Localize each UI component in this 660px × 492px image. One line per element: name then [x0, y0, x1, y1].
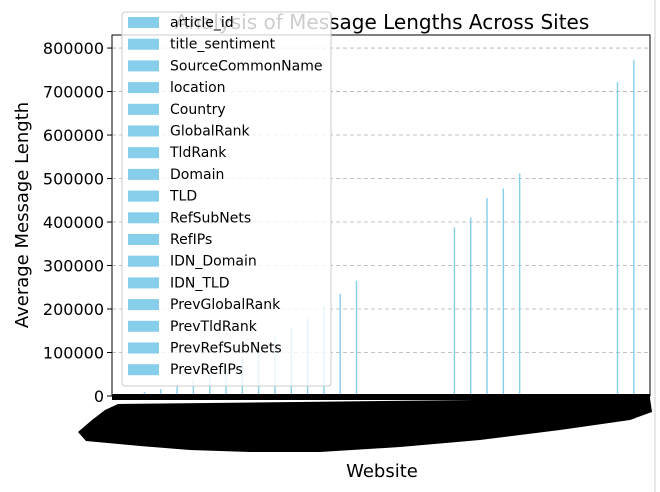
legend-label: PrevRefIPs — [170, 362, 243, 378]
legend-label: SourceCommonName — [170, 58, 322, 74]
legend-label: location — [170, 80, 226, 96]
bar — [518, 173, 521, 396]
legend-swatch — [128, 364, 159, 376]
legend-swatch — [128, 103, 159, 115]
y-tick-label: 100000 — [43, 344, 104, 363]
bar — [160, 389, 162, 396]
legend-label: PrevGlobalRank — [170, 297, 281, 313]
y-tick-label: 500000 — [43, 170, 104, 189]
legend-label: title_sentiment — [170, 37, 276, 53]
legend-swatch — [128, 277, 159, 289]
legend-label: TLD — [169, 189, 197, 205]
legend-label: Domain — [170, 167, 224, 183]
legend-swatch — [128, 190, 159, 202]
bar — [355, 280, 358, 396]
legend-swatch — [128, 38, 159, 50]
legend-label: PrevRefSubNets — [170, 341, 282, 357]
legend-label: RefIPs — [170, 232, 212, 248]
legend-swatch — [128, 147, 159, 159]
y-axis: 0 100000 200000 300000 400000 500000 600000 700… — [43, 39, 112, 406]
legend-swatch — [128, 212, 159, 224]
bar — [176, 385, 178, 396]
bar — [502, 188, 505, 396]
legend-swatch — [128, 168, 159, 180]
legend: article_id title_sentiment SourceCommonNam… — [121, 11, 332, 387]
y-tick-label: 700000 — [43, 83, 104, 102]
legend-label: PrevTldRank — [170, 319, 258, 335]
legend-label: GlobalRank — [170, 124, 251, 140]
legend-label: RefSubNets — [170, 210, 251, 226]
bar — [192, 379, 195, 396]
legend-swatch — [128, 342, 159, 354]
bar — [339, 293, 341, 396]
legend-swatch — [128, 255, 159, 267]
y-tick-label: 200000 — [43, 300, 104, 319]
bar — [486, 198, 488, 396]
x-axis — [78, 394, 652, 452]
legend-swatch — [128, 82, 159, 94]
legend-label: Country — [170, 102, 226, 118]
y-tick-label: 400000 — [43, 213, 104, 232]
legend-box — [121, 11, 332, 387]
y-axis-label: Average Message Length — [12, 102, 33, 328]
y-tick-label: 0 — [94, 387, 104, 406]
bar — [453, 227, 456, 396]
x-tick-labels-obscured — [78, 398, 652, 452]
legend-label: IDN_Domain — [170, 254, 257, 270]
x-axis-line — [112, 394, 650, 400]
legend-label: IDN_TLD — [170, 275, 230, 291]
y-tick-label: 600000 — [43, 126, 104, 145]
legend-swatch — [128, 17, 159, 28]
y-tick-label: 800000 — [43, 39, 104, 58]
bar — [633, 59, 635, 396]
legend-swatch — [128, 234, 159, 245]
legend-swatch — [128, 320, 159, 332]
legend-swatch — [128, 125, 159, 137]
bar — [616, 81, 619, 396]
legend-label: TldRank — [169, 145, 227, 161]
y-gridlines — [112, 47, 650, 353]
y-tick-label: 300000 — [43, 257, 104, 276]
legend-label: article_id — [170, 15, 234, 31]
x-axis-label: Website — [346, 461, 418, 482]
legend-swatch — [128, 60, 159, 72]
bar — [470, 217, 472, 396]
legend-swatch — [128, 299, 159, 311]
